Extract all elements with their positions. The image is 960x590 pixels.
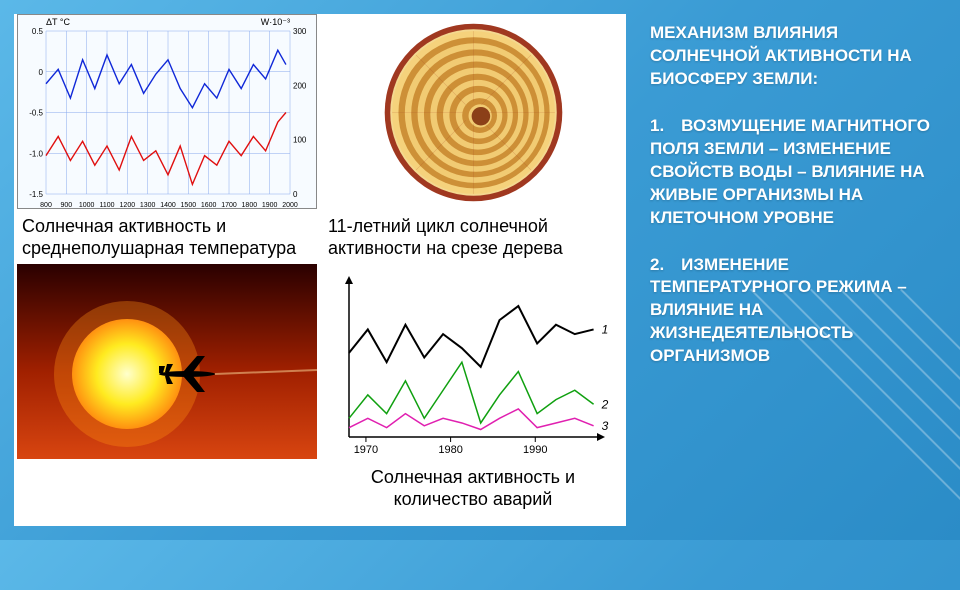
svg-text:-0.5: -0.5 xyxy=(29,109,43,118)
svg-text:1600: 1600 xyxy=(201,202,217,209)
svg-text:1200: 1200 xyxy=(120,202,136,209)
content-grid: 8009001000110012001300140015001600170018… xyxy=(14,14,626,526)
svg-text:0: 0 xyxy=(39,68,44,77)
svg-text:2: 2 xyxy=(601,397,609,411)
text-block: МЕХАНИЗМ ВЛИЯНИЯ СОЛНЕЧНОЙ АКТИВНОСТИ НА… xyxy=(650,22,945,392)
svg-text:300: 300 xyxy=(293,27,307,36)
svg-text:-1.5: -1.5 xyxy=(29,190,43,199)
svg-text:1100: 1100 xyxy=(99,202,114,209)
tree-panel xyxy=(320,14,626,214)
svg-text:1990: 1990 xyxy=(523,444,547,456)
chart1: 8009001000110012001300140015001600170018… xyxy=(17,14,317,209)
chart2: 1970 1980 1990 1 2 3 xyxy=(323,264,623,459)
chart1-caption: Солнечная активность и среднеполушарная … xyxy=(14,214,320,261)
svg-text:W·10⁻³: W·10⁻³ xyxy=(261,17,290,27)
svg-text:1800: 1800 xyxy=(242,202,258,209)
svg-text:0.5: 0.5 xyxy=(32,27,44,36)
svg-text:-1.0: -1.0 xyxy=(29,149,43,158)
svg-text:3: 3 xyxy=(602,419,609,433)
svg-text:1400: 1400 xyxy=(160,202,176,209)
chart1-panel: 8009001000110012001300140015001600170018… xyxy=(14,14,320,214)
sun-caption xyxy=(14,464,320,468)
sun-panel xyxy=(14,264,320,464)
svg-text:1970: 1970 xyxy=(354,444,378,456)
svg-text:900: 900 xyxy=(60,202,72,209)
svg-text:2000: 2000 xyxy=(282,202,298,209)
tree-ring-image xyxy=(381,20,566,205)
item-1: 1. ВОЗМУЩЕНИЕ МАГНИТНОГО ПОЛЯ ЗЕМЛИ – ИЗ… xyxy=(650,115,945,230)
item-2: 2. ИЗМЕНЕНИЕ ТЕМПЕРАТУРНОГО РЕЖИМА – ВЛИ… xyxy=(650,254,945,369)
svg-text:1: 1 xyxy=(602,322,609,336)
chart2-caption: Солнечная активность и количество аварий xyxy=(320,465,626,512)
tree-caption: 11-летний цикл солнечной активности на с… xyxy=(320,214,626,261)
svg-text:1900: 1900 xyxy=(262,202,278,209)
svg-text:200: 200 xyxy=(293,81,307,90)
svg-text:1700: 1700 xyxy=(221,202,237,209)
svg-text:ΔT °C: ΔT °C xyxy=(46,17,70,27)
heading: МЕХАНИЗМ ВЛИЯНИЯ СОЛНЕЧНОЙ АКТИВНОСТИ НА… xyxy=(650,22,945,91)
svg-text:100: 100 xyxy=(293,136,307,145)
svg-text:800: 800 xyxy=(40,202,52,209)
svg-text:0: 0 xyxy=(293,190,298,199)
svg-text:1300: 1300 xyxy=(140,202,156,209)
svg-text:1500: 1500 xyxy=(181,202,197,209)
chart2-panel: 1970 1980 1990 1 2 3 xyxy=(320,264,626,464)
sun-image xyxy=(17,264,317,459)
svg-text:1980: 1980 xyxy=(438,444,462,456)
svg-text:1000: 1000 xyxy=(79,202,95,209)
